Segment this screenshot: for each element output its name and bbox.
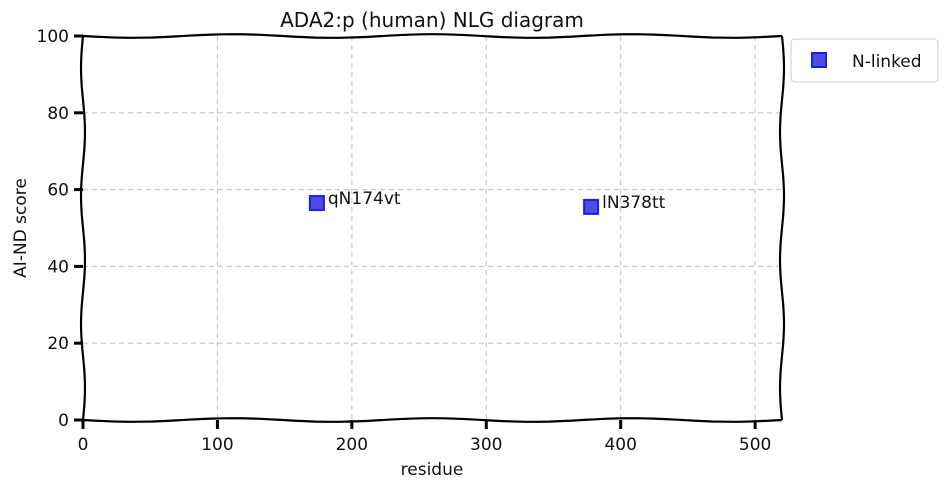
data-point <box>583 198 600 215</box>
x-tick-label: 400 <box>604 435 636 455</box>
y-tick-label: 20 <box>47 334 69 354</box>
axis-ticks: 0 100 200 300 400 500 0 20 40 60 80 100 <box>37 27 772 455</box>
chart-title: ADA2:p (human) NLG diagram <box>280 8 584 32</box>
x-axis-label: residue <box>401 460 464 480</box>
y-tick-label: 0 <box>58 411 69 431</box>
data-point-label: qN174vt <box>328 189 401 209</box>
y-tick-label: 100 <box>37 27 69 47</box>
legend-marker-n-linked <box>811 52 827 68</box>
data-point <box>308 195 325 212</box>
y-tick-label: 60 <box>47 181 69 201</box>
x-tick-label: 100 <box>201 435 233 455</box>
legend: N-linked <box>790 38 939 83</box>
x-tick-label: 0 <box>78 435 89 455</box>
data-point-label: lN378tt <box>602 193 666 213</box>
x-tick-label: 500 <box>739 435 771 455</box>
y-tick-label: 40 <box>47 257 69 277</box>
y-axis-label: AI-ND score <box>11 178 31 278</box>
data-points: qN174vt lN378tt <box>308 189 666 215</box>
legend-box <box>790 38 939 83</box>
y-tick-label: 80 <box>47 104 69 124</box>
plot-frame <box>79 33 786 423</box>
legend-label-n-linked: N-linked <box>852 52 922 72</box>
x-tick-label: 300 <box>470 435 502 455</box>
grid-lines <box>83 36 782 420</box>
x-tick-label: 200 <box>336 435 368 455</box>
